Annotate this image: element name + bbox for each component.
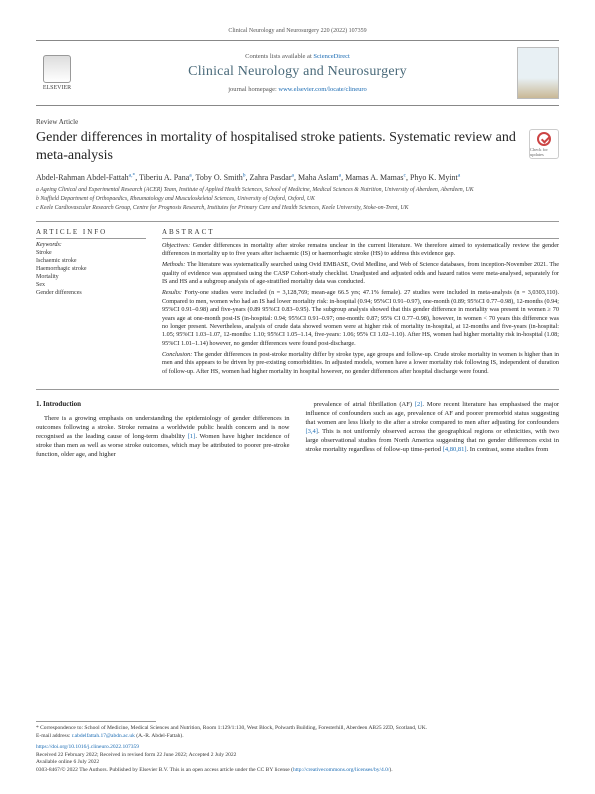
article-type: Review Article [36,118,559,126]
copyright-end: ). [389,767,392,773]
divider [36,221,559,222]
keyword: Ischaemic stroke [36,257,146,265]
keyword: Sex [36,281,146,289]
email-label: E-mail address: [36,733,72,739]
abs-res-label: Results: [162,289,182,296]
abs-res-text: Forty-one studies were included (n = 3,1… [162,289,559,346]
body-paragraph: prevalence of atrial fibrillation (AF) [… [306,400,560,455]
abstract: ABSTRACT Objectives: Gender differences … [162,228,559,379]
elsevier-tree-icon [43,55,71,83]
journal-cover-thumb [517,47,559,99]
abs-conc-text: The gender differences in post-stroke mo… [162,351,559,375]
publisher-name: ELSEVIER [43,85,71,91]
affiliation: b Nuffield Department of Orthopaedics, R… [36,196,559,204]
running-header: Clinical Neurology and Neurosurgery 220 … [36,28,559,34]
elsevier-logo: ELSEVIER [36,49,78,97]
divider [36,389,559,390]
keyword: Gender differences [36,289,146,297]
homepage-prefix: journal homepage: [228,86,278,93]
homepage-link[interactable]: www.elsevier.com/locate/clineuro [278,86,366,93]
check-icon [537,132,551,146]
keywords-label: Keywords: [36,242,146,248]
body-text: 1. Introduction There is a growing empha… [36,400,559,461]
keyword: Haemorrhagic stroke [36,265,146,273]
correspondence: * Correspondence to: School of Medicine,… [36,725,559,732]
contents-prefix: Contents lists available at [245,53,313,60]
abs-obj-text: Gender differences in mortality after st… [162,242,559,257]
article-info: ARTICLE INFO Keywords: StrokeIschaemic s… [36,228,146,379]
copyright: 0303-8467/© 2022 The Authors. Published … [36,767,559,774]
keywords-list: StrokeIschaemic strokeHaemorrhagic strok… [36,249,146,298]
abs-meth-label: Methods: [162,261,185,268]
history: Received 22 February 2022; Received in r… [36,752,559,759]
keyword: Stroke [36,249,146,257]
email-link[interactable]: r.abdelfattah.17@abdn.ac.uk [72,733,135,739]
copyright-text: 0303-8467/© 2022 The Authors. Published … [36,767,293,773]
affiliation: c Keele Cardiovascular Research Group, C… [36,205,559,213]
section-heading: 1. Introduction [36,400,290,410]
abs-conc-label: Conclusion: [162,351,192,358]
check-badge-label: Check for updates [530,147,558,157]
affiliation: a Ageing Clinical and Experimental Resea… [36,187,559,195]
abs-obj-label: Objectives: [162,242,190,249]
email-suffix: (A.-R. Abdel-Fattah). [135,733,184,739]
author-list: Abdel-Rahman Abdel-Fattaha,*, Tiberiu A.… [36,172,559,183]
journal-header: ELSEVIER Contents lists available at Sci… [36,40,559,106]
abstract-heading: ABSTRACT [162,228,559,239]
body-paragraph: There is a growing emphasis on understan… [36,414,290,459]
article-title: Gender differences in mortality of hospi… [36,129,529,164]
homepage-line: journal homepage: www.elsevier.com/locat… [78,86,517,93]
page-footer: * Correspondence to: School of Medicine,… [36,721,559,774]
journal-title: Clinical Neurology and Neurosurgery [78,64,517,80]
email-line: E-mail address: r.abdelfattah.17@abdn.ac… [36,733,559,740]
check-updates-badge[interactable]: Check for updates [529,129,559,159]
cc-link[interactable]: http://creativecommons.org/licenses/by/4… [293,767,389,773]
keyword: Mortality [36,273,146,281]
doi-link[interactable]: https://doi.org/10.1016/j.clineuro.2022.… [36,744,139,750]
contents-line: Contents lists available at ScienceDirec… [78,53,517,60]
availability: Available online 6 July 2022 [36,759,559,766]
sciencedirect-link[interactable]: ScienceDirect [313,53,349,60]
abs-meth-text: The literature was systematically search… [162,261,559,285]
affiliations: a Ageing Clinical and Experimental Resea… [36,187,559,212]
info-heading: ARTICLE INFO [36,228,146,239]
